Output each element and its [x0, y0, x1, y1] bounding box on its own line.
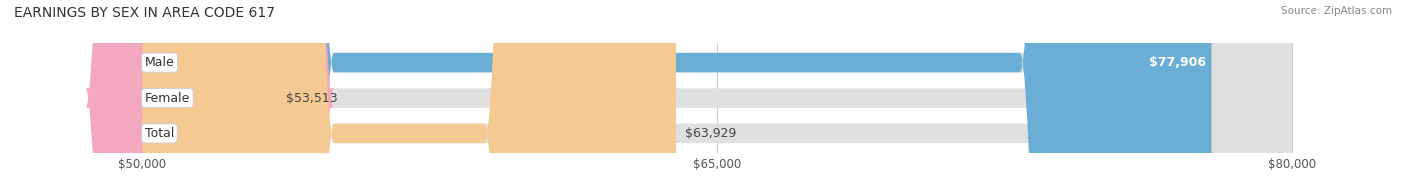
FancyBboxPatch shape: [142, 0, 1292, 196]
Text: $77,906: $77,906: [1149, 56, 1206, 69]
Text: Total: Total: [145, 127, 174, 140]
Text: $53,513: $53,513: [287, 92, 337, 104]
FancyBboxPatch shape: [142, 0, 676, 196]
Text: Male: Male: [145, 56, 174, 69]
FancyBboxPatch shape: [142, 0, 1212, 196]
FancyBboxPatch shape: [86, 0, 335, 196]
Text: Female: Female: [145, 92, 190, 104]
Text: Source: ZipAtlas.com: Source: ZipAtlas.com: [1281, 6, 1392, 16]
Text: EARNINGS BY SEX IN AREA CODE 617: EARNINGS BY SEX IN AREA CODE 617: [14, 6, 276, 20]
FancyBboxPatch shape: [142, 0, 1292, 196]
FancyBboxPatch shape: [142, 0, 1292, 196]
Text: $63,929: $63,929: [685, 127, 737, 140]
